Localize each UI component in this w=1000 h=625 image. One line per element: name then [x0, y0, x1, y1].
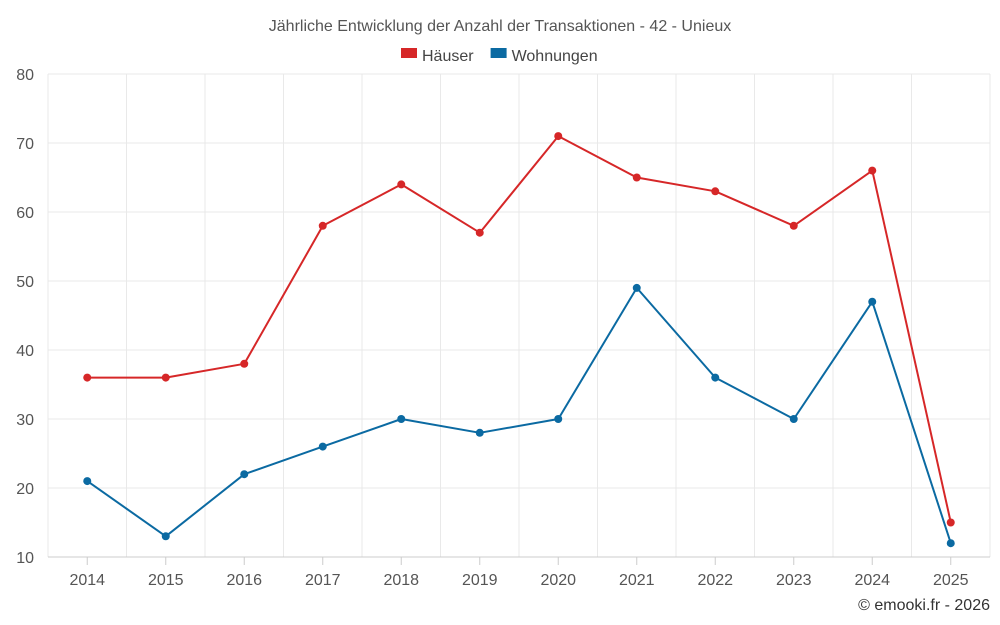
point-hauser-2015[interactable] [161, 373, 170, 382]
point-hauser-2024[interactable] [868, 166, 877, 175]
y-tick-label-50: 50 [16, 274, 34, 291]
y-tick-label-60: 60 [16, 205, 34, 222]
series-layer [83, 132, 955, 548]
series-line-hauser [87, 135, 952, 523]
legend-swatch-wohnungen [490, 48, 507, 58]
y-tick-label-30: 30 [16, 412, 34, 429]
point-wohnungen-2021[interactable] [632, 283, 641, 292]
point-wohnungen-2020[interactable] [554, 415, 563, 423]
x-tick-label-2024: 2024 [854, 572, 890, 589]
point-hauser-2021[interactable] [632, 173, 641, 182]
point-wohnungen-2023[interactable] [789, 415, 798, 423]
point-hauser-2017[interactable] [318, 221, 327, 230]
point-wohnungen-2014[interactable] [83, 477, 92, 486]
x-tick-label-2017: 2017 [305, 572, 341, 589]
chart-title: Jährliche Entwicklung der Anzahl der Tra… [269, 18, 731, 35]
y-tick-label-80: 80 [16, 67, 34, 84]
y-tick-label-10: 10 [16, 550, 34, 567]
point-hauser-2025[interactable] [946, 518, 955, 527]
point-wohnungen-2017[interactable] [318, 442, 327, 451]
x-tick-label-2016: 2016 [226, 572, 262, 589]
point-wohnungen-2019[interactable] [475, 428, 484, 437]
legend-swatch-hauser [401, 48, 417, 58]
point-wohnungen-2022[interactable] [711, 373, 720, 382]
point-hauser-2023[interactable] [789, 221, 798, 230]
point-hauser-2018[interactable] [397, 180, 406, 189]
x-tick-label-2020: 2020 [540, 572, 576, 589]
grid [47, 73, 991, 557]
point-wohnungen-2016[interactable] [240, 470, 249, 479]
point-hauser-2014[interactable] [83, 373, 92, 382]
legend: Häuser Wohnungen [401, 48, 598, 65]
x-axis: 2014 2015 2016 2017 2018 2019 2020 2021 2022 2023… [48, 556, 990, 589]
point-hauser-2019[interactable] [475, 228, 484, 237]
point-wohnungen-2018[interactable] [397, 415, 406, 423]
series-line-wohnungen [86, 286, 952, 544]
x-tick-label-2022: 2022 [697, 572, 733, 589]
legend-label-wohnungen: Wohnungen [512, 48, 598, 65]
series-wohnungen [83, 283, 955, 548]
y-tick-label-20: 20 [16, 481, 34, 498]
y-tick-label-70: 70 [16, 136, 34, 153]
point-wohnungen-2015[interactable] [161, 532, 170, 541]
point-wohnungen-2025[interactable] [946, 539, 955, 548]
credit: © emooki.fr - 2026 [858, 597, 990, 614]
x-tick-label-2021: 2021 [619, 572, 655, 589]
legend-item-wohnungen[interactable]: Wohnungen [490, 48, 598, 65]
x-tick-label-2025: 2025 [933, 572, 969, 589]
point-hauser-2022[interactable] [711, 187, 720, 196]
x-tick-label-2014: 2014 [69, 572, 105, 589]
legend-item-hauser[interactable]: Häuser [401, 48, 474, 65]
point-wohnungen-2024[interactable] [868, 297, 877, 306]
x-tick-label-2015: 2015 [148, 572, 184, 589]
legend-label-hauser: Häuser [422, 48, 474, 65]
x-tick-label-2023: 2023 [776, 572, 812, 589]
y-axis: 10 20 30 40 50 60 70 80 [16, 67, 34, 567]
series-hauser [83, 132, 955, 527]
y-tick-label-40: 40 [16, 343, 34, 360]
x-tick-label-2019: 2019 [462, 572, 498, 589]
point-hauser-2016[interactable] [240, 359, 249, 368]
x-tick-label-2018: 2018 [383, 572, 419, 589]
point-hauser-2020[interactable] [554, 132, 563, 141]
